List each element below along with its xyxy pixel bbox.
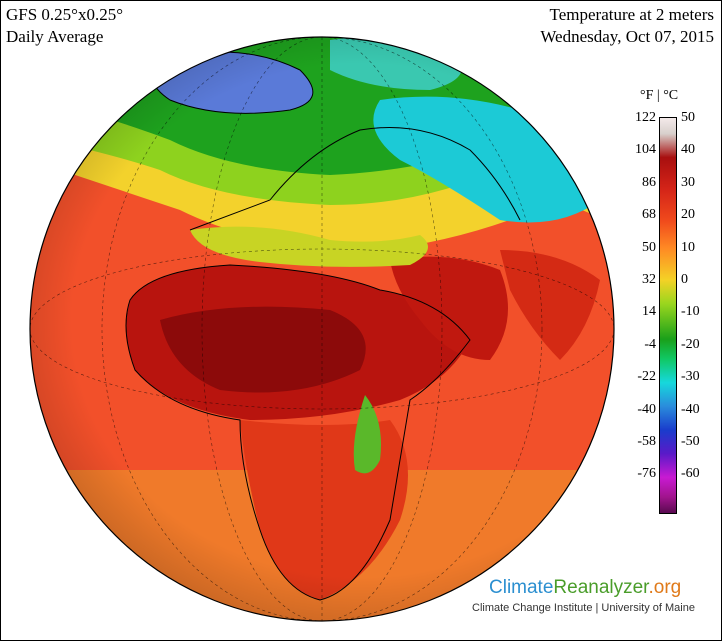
tick-c: 0 [681, 272, 688, 287]
tick-f: -40 [637, 401, 656, 417]
globe-outline [29, 36, 615, 622]
tick-f: -22 [637, 369, 656, 385]
brand-part3: .org [648, 577, 682, 598]
tick-f: 32 [642, 272, 656, 287]
brand-subtitle: Climate Change Institute | University of… [472, 602, 695, 614]
tick-c: 20 [681, 207, 695, 223]
tick-c: 10 [681, 239, 695, 255]
color-scale-bar [659, 117, 677, 514]
tick-f: -4 [644, 336, 656, 352]
tick-c: -60 [681, 466, 700, 482]
variable-label: Temperature at 2 meters [549, 5, 714, 24]
tick-c: 30 [681, 174, 695, 190]
date-label: Wednesday, Oct 07, 2015 [540, 27, 714, 46]
tick-f: 104 [635, 142, 656, 158]
tick-c: -50 [681, 434, 700, 449]
tick-f: 68 [642, 207, 656, 223]
tick-c: 50 [681, 110, 695, 125]
tick-f: 122 [635, 110, 656, 125]
brand-part1: Climate [489, 577, 554, 598]
tick-f: 50 [642, 239, 656, 255]
tick-f: -58 [637, 434, 656, 449]
tick-c: -40 [681, 401, 700, 417]
tick-c: -30 [681, 369, 700, 385]
model-label: GFS 0.25°x0.25° [6, 5, 124, 24]
tick-c: -20 [681, 336, 700, 352]
period-label: Daily Average [6, 27, 104, 46]
header-right: Temperature at 2 meters Wednesday, Oct 0… [540, 4, 714, 48]
tick-f: 86 [642, 174, 656, 190]
header-left: GFS 0.25°x0.25° Daily Average [6, 4, 123, 48]
tick-c: 40 [681, 142, 695, 158]
tick-c: -10 [681, 304, 700, 320]
brand-part2: Reanalyzer [553, 577, 649, 598]
legend-units: °F | °C [640, 88, 679, 103]
tick-f: -76 [637, 466, 656, 482]
tick-f: 14 [642, 304, 656, 320]
brand-logo[interactable]: ClimateReanalyzer.org [489, 577, 681, 599]
